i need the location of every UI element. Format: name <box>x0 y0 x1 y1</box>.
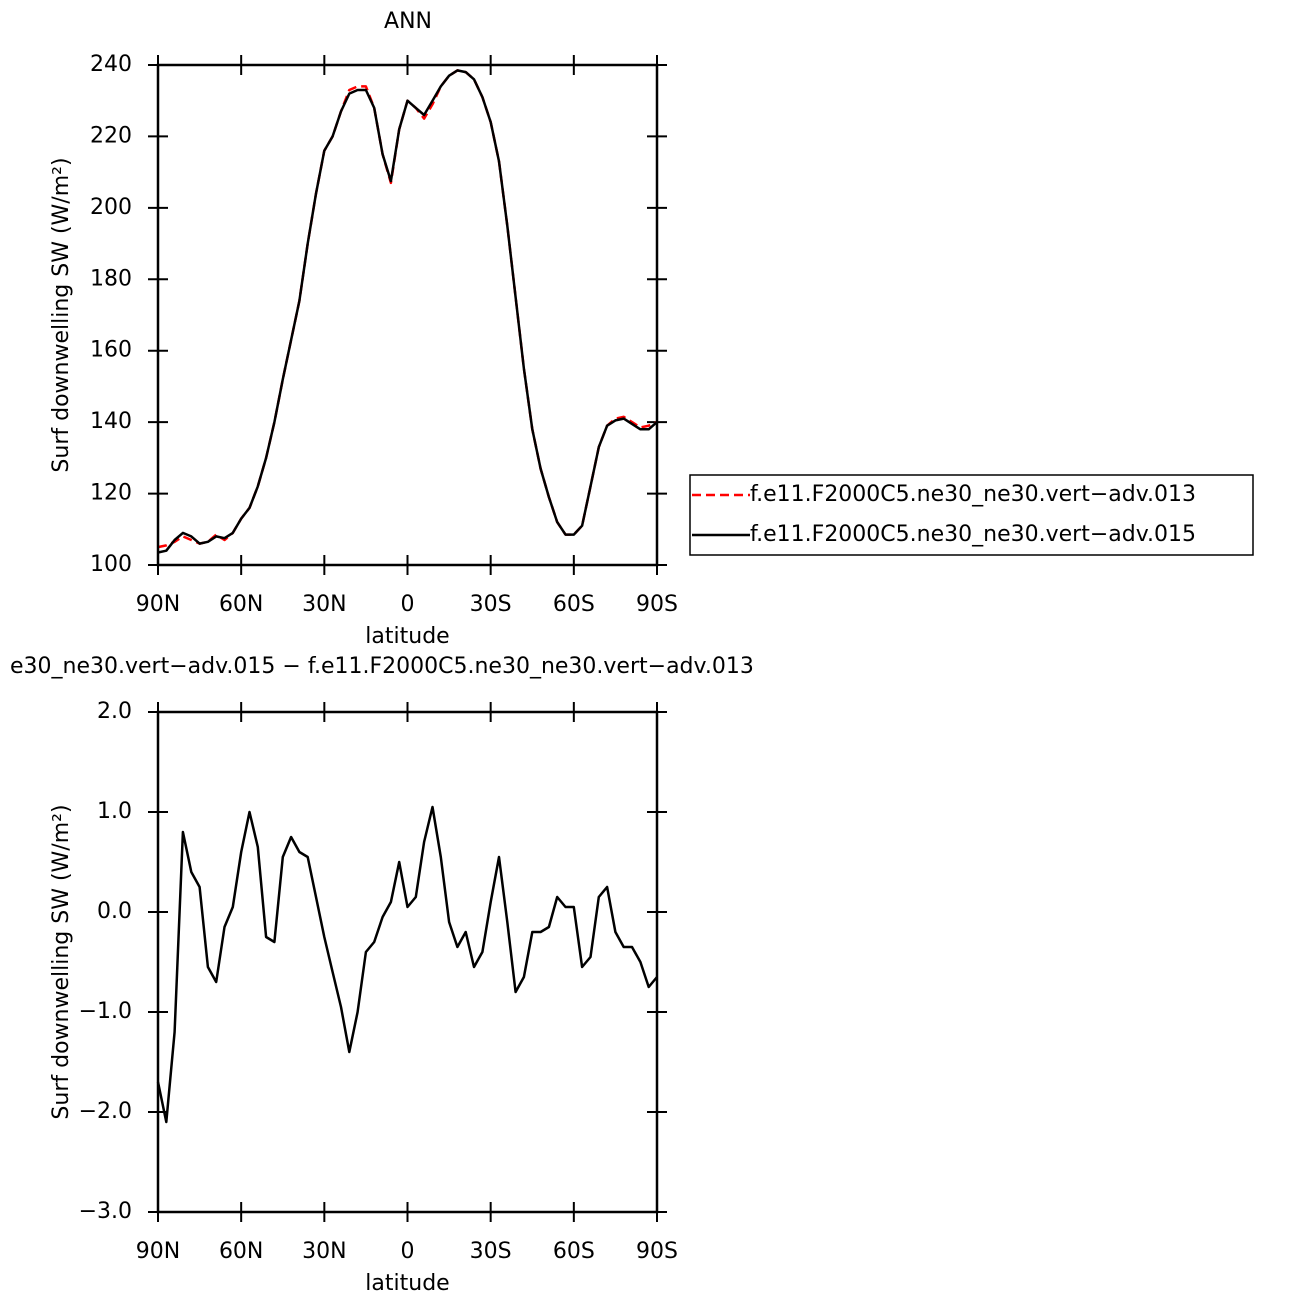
y-tick-label: 180 <box>90 266 132 291</box>
y-tick-label: 120 <box>90 481 132 506</box>
y-tick-label: 0.0 <box>97 899 132 924</box>
plot-frame <box>156 63 659 567</box>
y-tick-label: 160 <box>90 338 132 363</box>
x-tick-label: 0 <box>401 592 415 617</box>
x-tick-label: 30N <box>302 592 346 617</box>
y-tick-label: −2.0 <box>79 1099 132 1124</box>
legend-label: f.e11.F2000C5.ne30_ne30.vert−adv.015 <box>750 522 1196 547</box>
series-line <box>157 69 658 549</box>
plot-frame <box>156 710 659 1214</box>
x-tick-label: 90N <box>136 1239 180 1264</box>
x-tick-label: 60N <box>219 1239 263 1264</box>
x-tick-label: 60S <box>553 592 595 617</box>
legend-box <box>689 474 1254 556</box>
y-tick-label: 100 <box>90 552 132 577</box>
x-axis-label: latitude <box>365 624 449 649</box>
y-tick-label: 2.0 <box>97 699 132 724</box>
x-tick-label: 60N <box>219 592 263 617</box>
legend-label: f.e11.F2000C5.ne30_ne30.vert−adv.013 <box>750 482 1196 507</box>
y-tick-label: 240 <box>90 52 132 77</box>
x-tick-label: 90S <box>636 1239 678 1264</box>
series-line <box>157 69 658 554</box>
chart-title: e30_ne30.vert−adv.015 − f.e11.F2000C5.ne… <box>10 654 754 679</box>
y-tick-label: −1.0 <box>79 999 132 1024</box>
x-tick-label: 30S <box>470 1239 512 1264</box>
y-tick-label: 220 <box>90 123 132 148</box>
y-tick-label: 200 <box>90 195 132 220</box>
y-tick-label: −3.0 <box>79 1199 132 1224</box>
x-tick-label: 30N <box>302 1239 346 1264</box>
x-axis-label: latitude <box>365 1271 449 1296</box>
y-tick-label: 1.0 <box>97 799 132 824</box>
x-tick-label: 60S <box>553 1239 595 1264</box>
x-tick-label: 90S <box>636 592 678 617</box>
y-tick-label: 140 <box>90 409 132 434</box>
chart-title: ANN <box>384 9 432 34</box>
y-axis-label: Surf downwelling SW (W/m²) <box>49 157 74 472</box>
x-tick-label: 90N <box>136 592 180 617</box>
x-tick-label: 0 <box>401 1239 415 1264</box>
x-tick-label: 30S <box>470 592 512 617</box>
series-line <box>156 805 658 1124</box>
y-axis-label: Surf downwelling SW (W/m²) <box>49 804 74 1119</box>
